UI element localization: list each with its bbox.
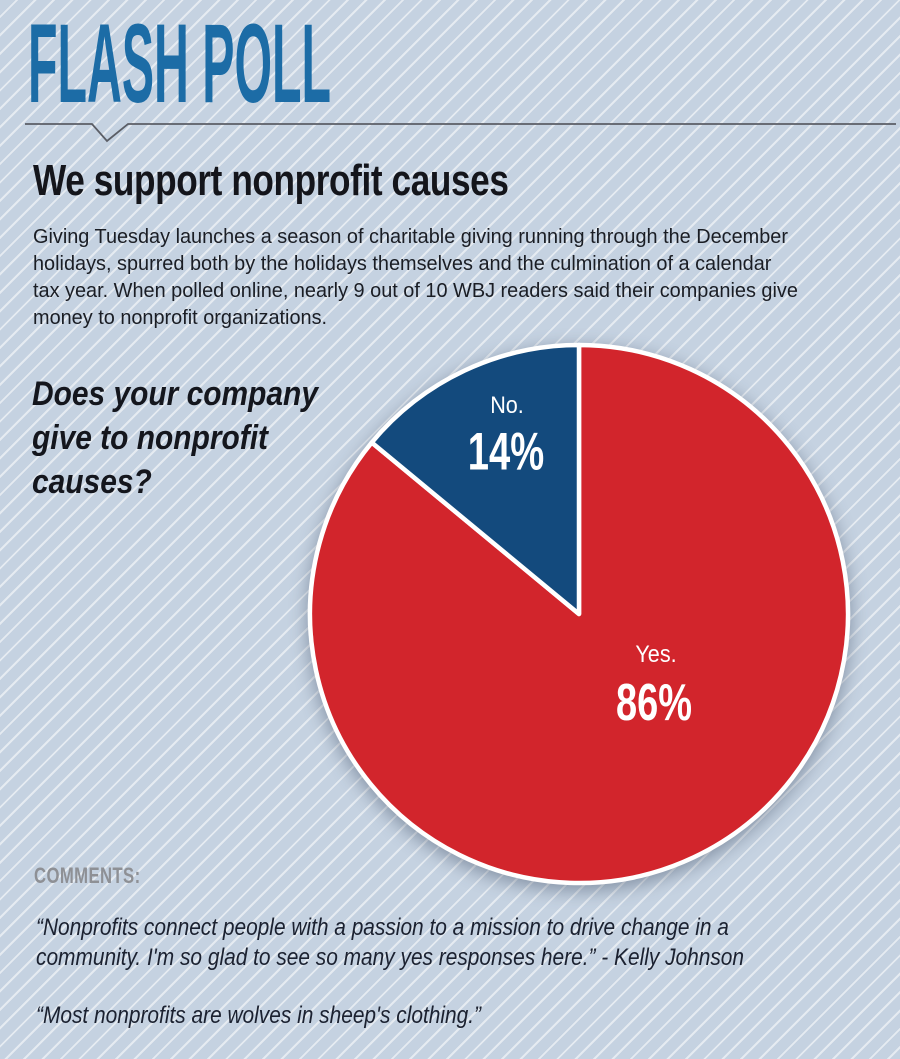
pie-slice-no — [369, 342, 582, 617]
intro-paragraph: Giving Tuesday launches a season of char… — [33, 223, 798, 331]
quote-line: “Most nonprofits are wolves in sheep's c… — [36, 1002, 482, 1029]
question-line: causes? — [32, 463, 152, 501]
question-line: give to nonprofit — [32, 419, 269, 457]
divider-chevron-line — [25, 123, 896, 143]
masthead: FLASH POLL — [28, 18, 331, 110]
poll-question: Does your company give to nonprofit caus… — [32, 372, 318, 504]
masthead-title: FLASH POLL — [28, 18, 331, 110]
no-slice-label: No. — [490, 392, 524, 419]
header-divider — [25, 123, 896, 143]
pie-chart-svg — [307, 342, 851, 886]
intro-line: tax year. When polled online, nearly 9 o… — [33, 279, 798, 302]
pie-chart — [299, 334, 861, 896]
quote-line: “Nonprofits connect people with a passio… — [36, 914, 729, 941]
intro-line: Giving Tuesday launches a season of char… — [33, 225, 788, 248]
comments-heading: COMMENTS: — [34, 863, 141, 888]
intro-line: holidays, spurred both by the holidays t… — [33, 252, 772, 275]
quote-line: community. I'm so glad to see so many ye… — [36, 944, 745, 971]
comment-quote-1: “Nonprofits connect people with a passio… — [36, 913, 744, 973]
question-line: Does your company — [32, 375, 318, 413]
no-slice-value: 14% — [467, 422, 545, 482]
comment-quote-2: “Most nonprofits are wolves in sheep's c… — [36, 1001, 481, 1031]
yes-slice-label: Yes. — [635, 641, 677, 668]
headline: We support nonprofit causes — [33, 156, 509, 205]
intro-line: money to nonprofit organizations. — [33, 306, 328, 329]
yes-slice-value: 86% — [616, 674, 692, 732]
